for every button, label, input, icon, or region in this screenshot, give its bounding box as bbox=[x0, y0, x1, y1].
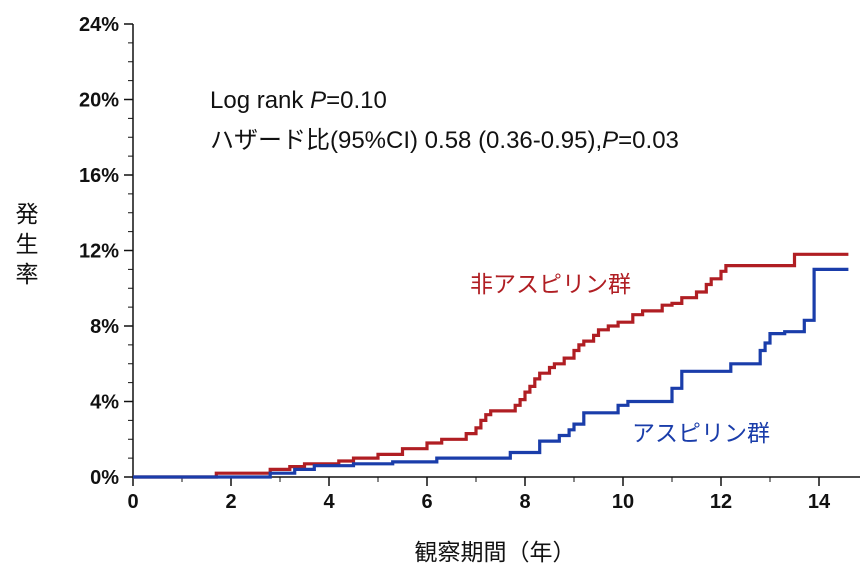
series-line-aspirin bbox=[133, 267, 849, 479]
y-tick-label: 24% bbox=[79, 14, 119, 36]
y-tick-label: 0% bbox=[90, 467, 119, 489]
x-tick-label: 12 bbox=[710, 491, 732, 513]
x-tick-label: 8 bbox=[519, 491, 530, 513]
y-tick-label: 20% bbox=[79, 90, 119, 112]
y-tick-label: 16% bbox=[79, 165, 119, 187]
x-tick-label: 4 bbox=[323, 491, 335, 513]
series-line-non-aspirin bbox=[133, 252, 849, 479]
annotation-line-2: ハザード比(95%CI) 0.58 (0.36-0.95),P=0.03 bbox=[210, 127, 679, 154]
annotation-text: =0.03 bbox=[618, 127, 679, 154]
x-tick-label: 6 bbox=[421, 491, 432, 513]
y-axis-title-char: 率 bbox=[16, 262, 39, 288]
series-label-non-aspirin: 非アスピリン群 bbox=[470, 272, 631, 298]
y-tick-label: 12% bbox=[79, 241, 119, 263]
annotation-text: ハザード比(95%CI) 0.58 (0.36-0.95), bbox=[210, 127, 602, 154]
x-axis-title: 観察期間（年） bbox=[415, 540, 576, 564]
x-tick-label: 10 bbox=[612, 491, 634, 513]
annotation-text: Log rank bbox=[210, 87, 310, 114]
y-tick-label: 8% bbox=[90, 316, 119, 338]
annotation-text: =0.10 bbox=[326, 87, 387, 114]
x-tick-label: 14 bbox=[808, 491, 831, 513]
y-axis-title-char: 生 bbox=[16, 232, 39, 258]
y-tick-label: 4% bbox=[90, 392, 119, 414]
y-axis-title-char: 発 bbox=[16, 202, 39, 228]
x-tick-label: 0 bbox=[127, 491, 138, 513]
y-ticks: 0% 4% 8% 12% 16% 20% 24% bbox=[79, 14, 133, 489]
x-tick-label: 2 bbox=[225, 491, 236, 513]
annotation-text: P bbox=[602, 127, 618, 154]
annotation-text: P bbox=[310, 87, 326, 114]
annotation-line-1: Log rank P=0.10 bbox=[210, 87, 387, 114]
y-axis-title: 発生率 bbox=[16, 202, 39, 288]
x-ticks: 0 2 4 6 8 10 12 14 bbox=[127, 477, 831, 513]
series-lines bbox=[133, 252, 849, 479]
series-label-aspirin: アスピリン群 bbox=[632, 421, 770, 447]
